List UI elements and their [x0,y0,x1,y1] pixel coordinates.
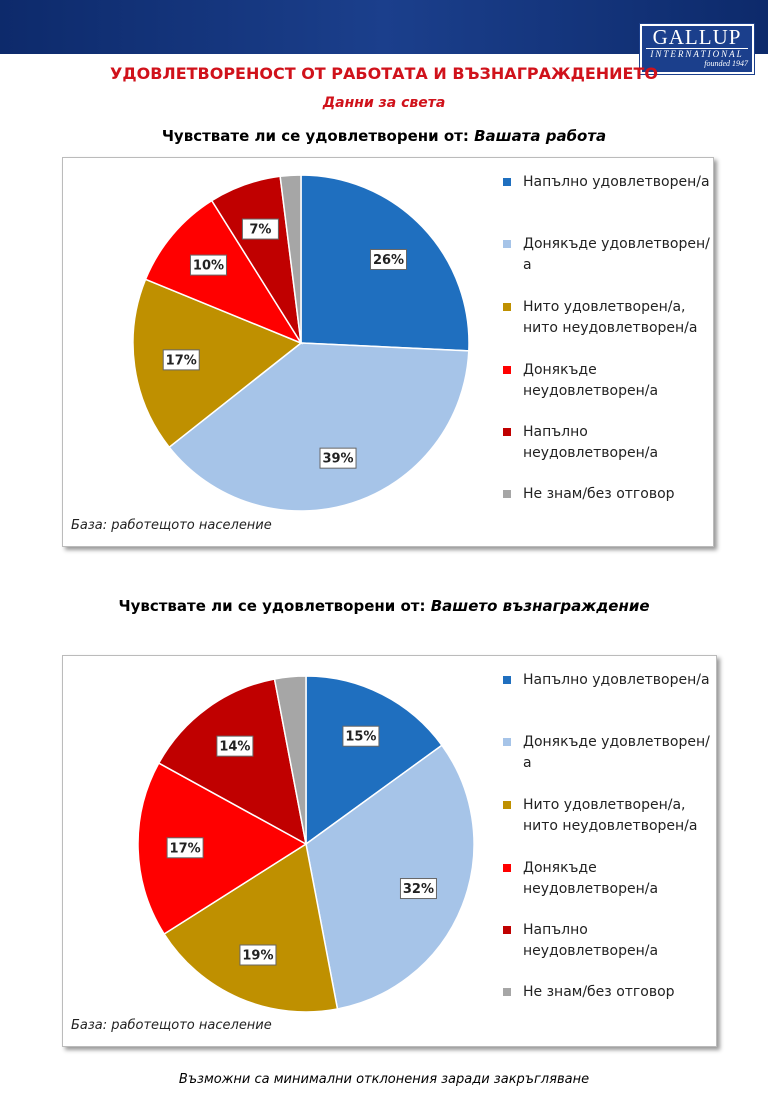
pie-slice [163,842,339,1013]
pie-slice [157,678,308,846]
data-label: 17% [166,353,197,368]
legend-swatch [503,240,511,248]
chart-title-topic: Вашето възнаграждение [430,597,650,615]
pie-slice [279,174,302,344]
footer-note: Възможни са минимални отклонения заради … [178,1072,590,1087]
data-label-box [239,944,277,966]
legend-swatch [503,366,511,374]
legend-label: Донякъде неудовлетворен/а [523,860,659,897]
chart-box: 26% 39% 17% 10% 7% Напълно удовлетворен/а Доня… [62,157,714,547]
legend-label: Не знам/без отговор [523,486,675,502]
legend-label: Нито удовлетворен/а, нито неудовлетворен… [523,797,698,834]
chart-title-topic: Вашата работа [474,127,607,145]
legend-swatch [503,926,511,934]
chart-title-text: Чувствате ли се удовлетворени от: [161,127,469,145]
legend-swatch [503,864,511,872]
legend-label: Напълно удовлетворен/а [523,672,710,688]
legend-swatch [503,738,511,746]
chart-note: База: работещото население [71,1018,272,1033]
legend-item: Напълно неудовлетворен/а [503,920,713,962]
legend-item: Не знам/без отговор [503,982,713,1003]
legend-item: Напълно неудовлетворен/а [503,422,713,464]
legend-label: Донякъде удовлетворен/а [523,236,710,273]
data-label-box [399,878,437,900]
logo-name: GALLUP [652,25,742,49]
legend-label: Донякъде удовлетворен/а [523,734,710,771]
legend-item: Напълно удовлетворен/а [503,172,713,193]
legend-item: Донякъде неудовлетворен/а [503,360,713,402]
pie-chart: 26% 39% 17% 10% 7% [132,174,470,512]
legend-swatch [503,988,511,996]
data-label: 39% [322,452,353,467]
data-label: 10% [193,259,224,274]
legend-label: Напълно неудовлетворен/а [523,922,659,959]
pie-slice [305,744,475,1010]
data-label-box [370,248,408,270]
data-label-box [216,735,254,757]
pie-slice [305,675,443,846]
data-label: 26% [373,253,404,268]
data-label-box [342,725,380,747]
legend-swatch [503,490,511,498]
page-title: УДОВЛЕТВОРЕНОСТ ОТ РАБОТАТА И ВЪЗНАГРАЖД… [110,64,658,83]
data-label: 17% [170,841,201,856]
data-label-box [162,349,200,371]
legend-label: Напълно неудовлетворен/а [523,424,659,461]
legend-swatch [503,676,511,684]
logo: GALLUP INTERNATIONAL founded 1947 [639,23,755,75]
data-label: 32% [403,882,434,897]
pie-slice [137,762,308,936]
legend-label: Напълно удовлетворен/а [523,174,710,190]
data-label: 14% [219,740,250,755]
chart-title: Чувствате ли се удовлетворени от: Вашето… [0,597,768,615]
data-label-box [241,218,279,240]
legend-swatch [503,178,511,186]
chart-title: Чувствате ли се удовлетворени от: Вашата… [0,127,768,145]
legend-swatch [503,303,511,311]
legend-item: Донякъде удовлетворен/а [503,732,713,774]
legend-swatch [503,428,511,436]
pie-slice [168,342,470,512]
legend-item: Напълно удовлетворен/а [503,670,713,691]
page-subtitle: Данни за света [322,95,446,111]
legend-item: Нито удовлетворен/а, нито неудовлетворен… [503,297,713,339]
logo-founded: founded 1947 [704,59,748,68]
data-label: 7% [249,223,271,238]
pie-slice [273,675,307,845]
data-label: 19% [242,949,273,964]
data-label-box [166,837,204,859]
legend-item: Нито удовлетворен/а, нито неудовлетворен… [503,795,713,837]
chart-title-text: Чувствате ли се удовлетворени от: [118,597,426,615]
legend-item: Не знам/без отговор [503,484,713,505]
data-label: 15% [345,730,376,745]
legend-swatch [503,801,511,809]
legend-label: Нито удовлетворен/а, нито неудовлетворен… [523,299,698,336]
data-label-box [319,447,357,469]
legend-label: Донякъде неудовлетворен/а [523,362,659,399]
chart-note: База: работещото население [71,518,272,533]
logo-sub: INTERNATIONAL [646,48,748,59]
pie-chart: 15% 32% 19% 17% 14% [137,675,475,1013]
pie-slice [132,278,303,449]
legend-label: Не знам/без отговор [523,984,675,1000]
legend-item: Донякъде неудовлетворен/а [503,858,713,900]
data-label-box [189,254,227,276]
legend-item: Донякъде удовлетворен/а [503,234,713,276]
chart-box: 15% 32% 19% 17% 14% Напълно удовлетворен/а Дон… [62,655,717,1047]
